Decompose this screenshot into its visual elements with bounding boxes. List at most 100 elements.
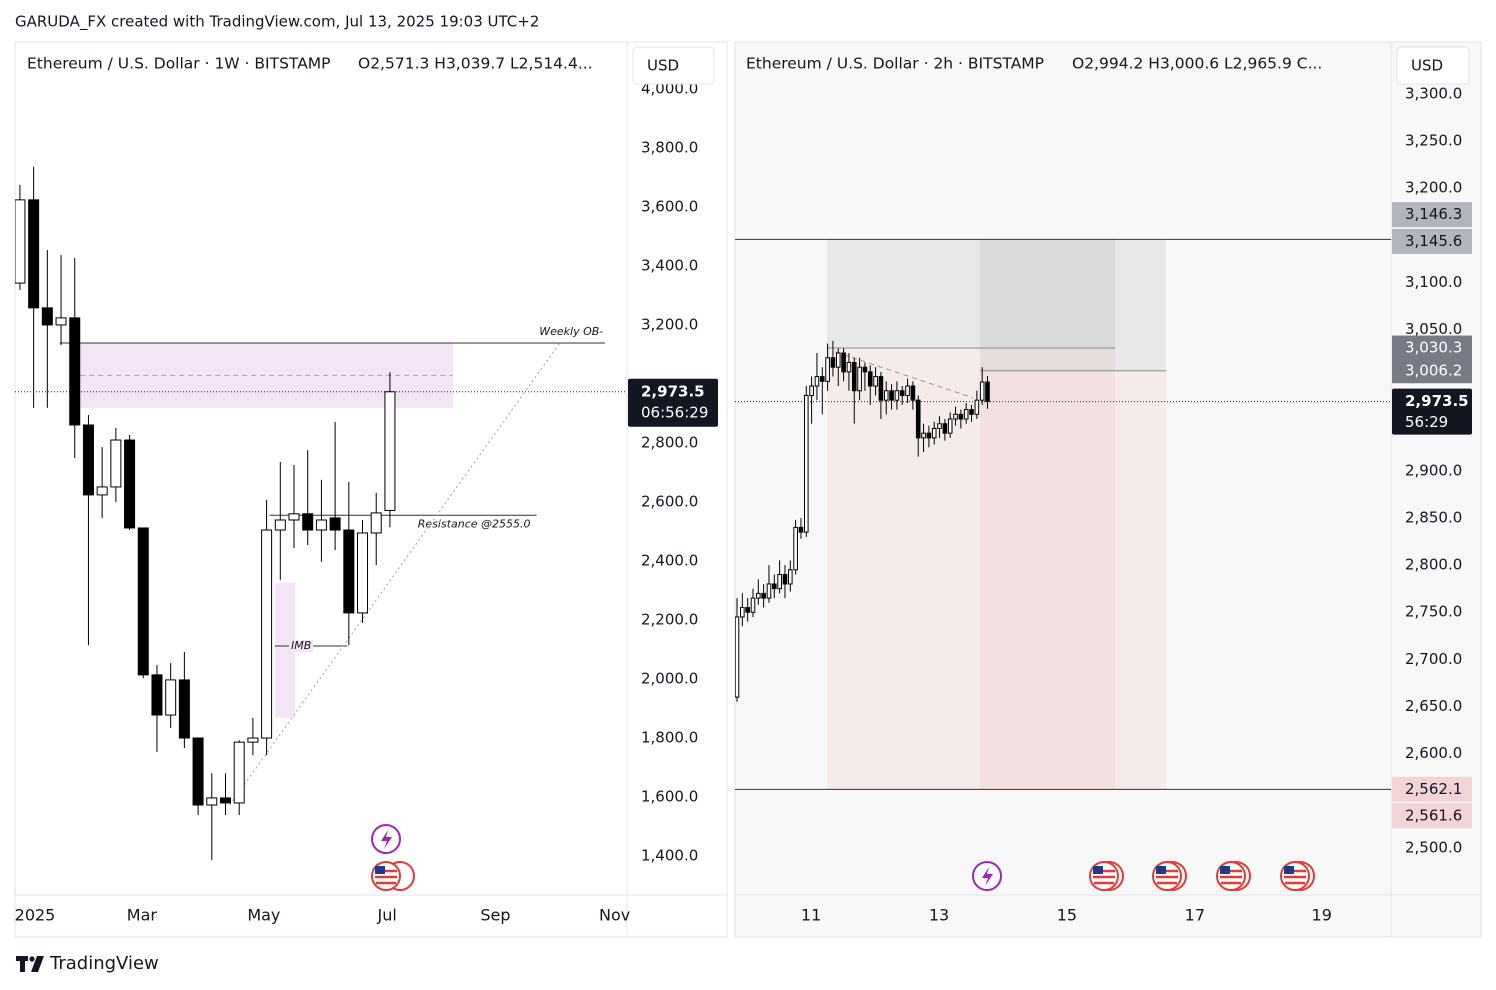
currency-label: USD (647, 57, 679, 75)
candle-body (343, 529, 355, 614)
candle-body (862, 366, 868, 373)
candle-body (910, 385, 916, 401)
left-panel (14, 41, 728, 938)
candle-body (745, 607, 750, 613)
currency-box (632, 46, 715, 85)
y-tick-label: 2,500.0 (1405, 838, 1462, 856)
candle-body (735, 616, 740, 698)
candle-body (315, 519, 327, 531)
candle-body (905, 385, 910, 396)
last-price-label: 2,973.5 (641, 382, 705, 400)
x-tick-label: 17 (1185, 906, 1205, 925)
footer-brand: TradingView (49, 953, 159, 974)
candle-body (302, 513, 314, 531)
y-tick-label: 1,400.0 (641, 847, 698, 865)
candle-body (942, 423, 948, 434)
y-tick-label: 2,400.0 (641, 551, 698, 569)
y-tick-label: 3,300.0 (1405, 84, 1462, 102)
candle-body (873, 376, 878, 387)
y-tick-label: 3,100.0 (1405, 273, 1462, 291)
price-label-box (1392, 776, 1472, 802)
candle-body (857, 366, 862, 392)
candle-body (370, 512, 382, 534)
price-label: 3,030.3 (1405, 339, 1462, 357)
currency-box (1396, 46, 1470, 85)
price-label: 3,006.2 (1405, 361, 1462, 379)
logo (20, 956, 25, 972)
candle-body (931, 427, 937, 439)
candle-body (274, 519, 286, 531)
y-tick-label: 2,600.0 (641, 492, 698, 510)
level-label: Resistance @2555.0 (418, 517, 531, 530)
y-tick-label: 2,800.0 (1405, 556, 1462, 574)
stop-zone (827, 238, 1115, 349)
candle-body (867, 371, 873, 387)
price-label: 3,146.3 (1405, 205, 1462, 223)
legend-bg (737, 48, 1381, 78)
candle-body (819, 376, 825, 382)
candle-body (110, 439, 122, 488)
candle-body (985, 381, 990, 403)
last-price-box (628, 378, 718, 427)
last-price-label: 2,973.5 (1405, 392, 1469, 410)
y-tick-label: 3,800.0 (641, 138, 698, 156)
candle-body (851, 361, 857, 392)
x-tick-label: May (247, 906, 280, 925)
candle-body (878, 376, 884, 401)
candle-body (825, 357, 830, 382)
candle-body (41, 307, 53, 326)
candle-body (921, 432, 926, 439)
plot-area: Weekly OB- Resistance @2555.0 IMB (15, 166, 627, 861)
candle-body (777, 574, 782, 590)
event-icon (381, 830, 392, 849)
candle-body (247, 737, 259, 743)
candle-body (288, 513, 300, 521)
candle-body (206, 797, 218, 806)
candle-body (740, 607, 745, 618)
right-chart: 2,500.0 2,600.0 2,650.0 2,700.0 2,750.0 2,800… (735, 46, 1472, 925)
y-tick-label: 2,650.0 (1405, 697, 1462, 715)
candle-body (809, 385, 814, 396)
y-tick-label: 3,250.0 (1405, 131, 1462, 149)
x-tick-label: 2025 (15, 906, 56, 925)
candle-body (165, 679, 177, 716)
candle-body (178, 679, 190, 739)
countdown-label: 56:29 (1405, 413, 1448, 431)
footer-logo (16, 956, 44, 972)
candle-body (219, 797, 231, 804)
candle-body (793, 526, 798, 571)
y-tick-label: 3,600.0 (641, 197, 698, 215)
candle-body (151, 674, 163, 716)
price-label-box (1392, 803, 1472, 829)
candle-body (798, 526, 804, 533)
x-tick-label: 15 (1057, 906, 1077, 925)
flag-icon (1284, 866, 1294, 874)
candle-body (261, 529, 273, 739)
price-label-box (1392, 202, 1472, 228)
zone (274, 582, 296, 718)
candle-body (761, 592, 766, 599)
candle-body (329, 517, 341, 531)
price-label: 2,562.1 (1405, 780, 1462, 798)
y-tick-label: 2,850.0 (1405, 508, 1462, 526)
candle-body (766, 583, 772, 599)
x-tick-label: 19 (1312, 906, 1332, 925)
candle-body (96, 486, 108, 496)
left-chart: Weekly OB- Resistance @2555.0 IMB 1,400.0 1,… (15, 46, 718, 925)
y-tick-label: 2,900.0 (1405, 461, 1462, 479)
y-tick-label: 3,400.0 (641, 256, 698, 274)
plot-area (735, 238, 1391, 790)
candle-body (55, 317, 67, 326)
legend-bg (17, 48, 617, 78)
price-label: 3,145.6 (1405, 232, 1462, 250)
y-tick-label: 1,600.0 (641, 788, 698, 806)
header: GARUDA_FX created with TradingView.com, … (15, 13, 539, 32)
candle-body (969, 409, 974, 415)
logo (29, 956, 35, 962)
y-tick-label: 3,200.0 (1405, 179, 1462, 197)
right-panel (734, 41, 1482, 938)
candle-body (830, 357, 836, 368)
y-tick-label: 2,200.0 (641, 611, 698, 629)
candle-body (883, 390, 889, 401)
x-tick-label: Mar (127, 906, 158, 925)
